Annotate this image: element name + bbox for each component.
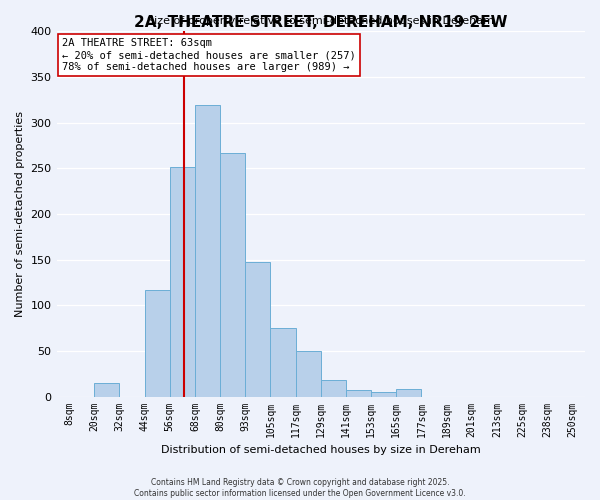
Bar bbox=[271, 328, 296, 396]
Title: 2A, THEATRE STREET, DEREHAM, NR19 2EW: 2A, THEATRE STREET, DEREHAM, NR19 2EW bbox=[134, 15, 508, 30]
Bar bbox=[94, 383, 119, 396]
Y-axis label: Number of semi-detached properties: Number of semi-detached properties bbox=[15, 111, 25, 317]
Bar bbox=[170, 168, 195, 396]
Bar bbox=[321, 380, 346, 396]
Bar bbox=[296, 351, 321, 397]
Text: Size of property relative to semi-detached houses in Dereham: Size of property relative to semi-detach… bbox=[147, 16, 494, 26]
Bar bbox=[245, 262, 271, 396]
Text: Contains HM Land Registry data © Crown copyright and database right 2025.
Contai: Contains HM Land Registry data © Crown c… bbox=[134, 478, 466, 498]
Text: 2A THEATRE STREET: 63sqm
← 20% of semi-detached houses are smaller (257)
78% of : 2A THEATRE STREET: 63sqm ← 20% of semi-d… bbox=[62, 38, 356, 72]
Bar bbox=[220, 152, 245, 396]
Bar bbox=[195, 105, 220, 397]
Bar bbox=[346, 390, 371, 396]
Bar bbox=[145, 290, 170, 397]
Bar bbox=[371, 392, 396, 396]
Bar bbox=[396, 389, 421, 396]
X-axis label: Distribution of semi-detached houses by size in Dereham: Distribution of semi-detached houses by … bbox=[161, 445, 481, 455]
